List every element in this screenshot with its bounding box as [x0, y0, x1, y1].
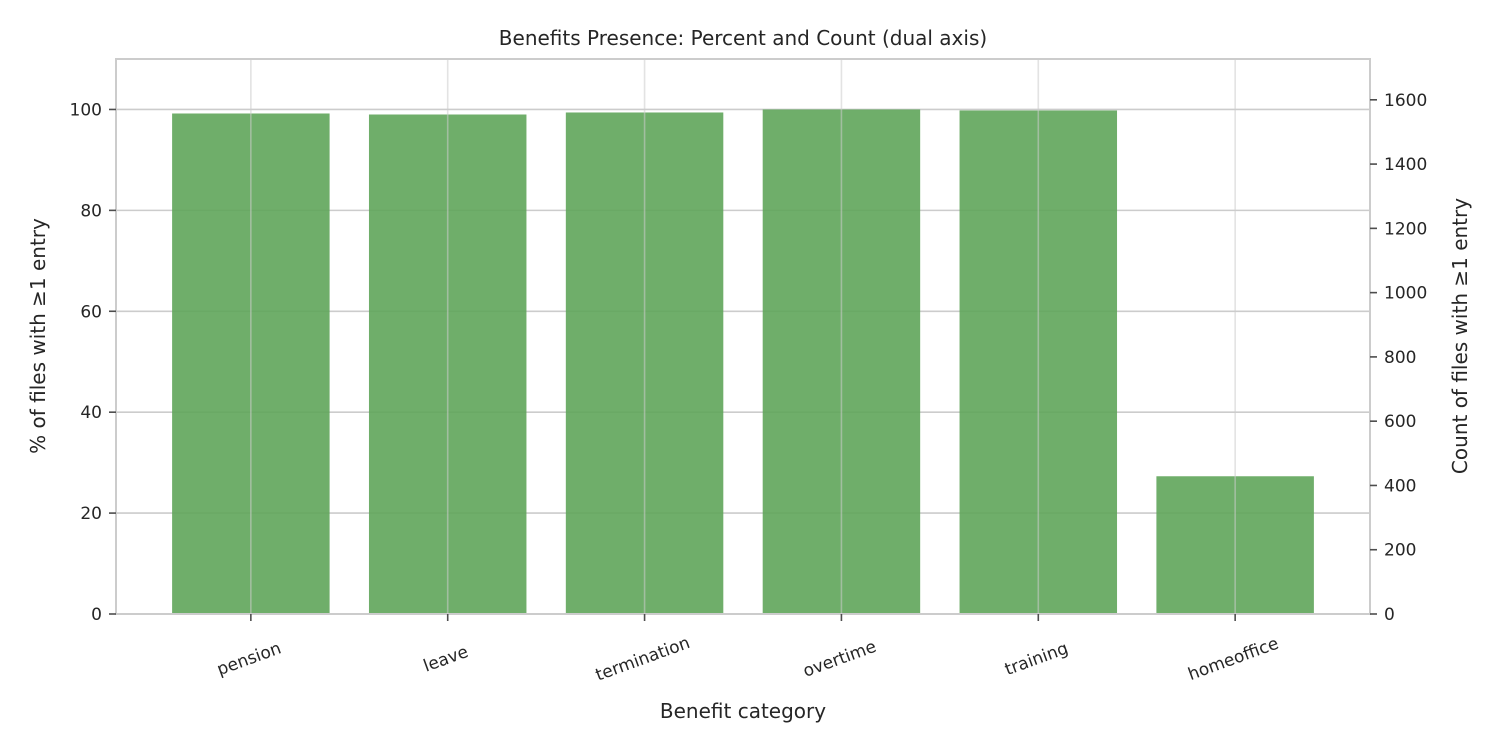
y-tick-label: 80 — [80, 201, 102, 221]
x-tick-label: termination — [593, 633, 693, 686]
right-y-axis: 0 200 400 600 800 1000 1200 1400 1600 — [1370, 91, 1427, 625]
y2-tick-label: 0 — [1384, 605, 1395, 625]
left-y-axis: 0 20 40 60 80 100 — [70, 100, 116, 625]
bars-layer — [172, 109, 1314, 615]
chart-title: Benefits Presence: Percent and Count (du… — [499, 26, 987, 50]
x-tick-label: overtime — [800, 637, 879, 682]
y2-axis-title: Count of files with ≥1 entry — [1448, 198, 1472, 474]
y-axis-title: % of files with ≥1 entry — [26, 218, 50, 454]
x-tick-label: pension — [214, 638, 284, 680]
y-tick-label: 60 — [80, 302, 102, 322]
y2-tick-label: 1600 — [1384, 91, 1427, 111]
y2-tick-label: 1400 — [1384, 155, 1427, 175]
x-axis-title: Benefit category — [660, 699, 826, 723]
y2-tick-label: 1000 — [1384, 284, 1427, 304]
y2-tick-label: 1200 — [1384, 219, 1427, 239]
y2-tick-label: 200 — [1384, 541, 1416, 561]
x-tick-label: training — [1002, 639, 1071, 680]
y2-tick-label: 600 — [1384, 412, 1416, 432]
x-axis: pension leave termination overtime training h… — [214, 614, 1281, 686]
x-tick-label: leave — [421, 642, 471, 677]
y2-tick-label: 400 — [1384, 476, 1416, 496]
plot-frame — [115, 58, 1371, 615]
y-tick-label: 40 — [80, 403, 102, 423]
overlay-grid-layer — [250, 59, 1236, 614]
x-tick-label: homeoffice — [1185, 634, 1281, 685]
y-tick-label: 100 — [70, 100, 102, 120]
y2-tick-label: 800 — [1384, 348, 1416, 368]
y-tick-label: 20 — [80, 504, 102, 524]
y-tick-label: 0 — [91, 605, 102, 625]
